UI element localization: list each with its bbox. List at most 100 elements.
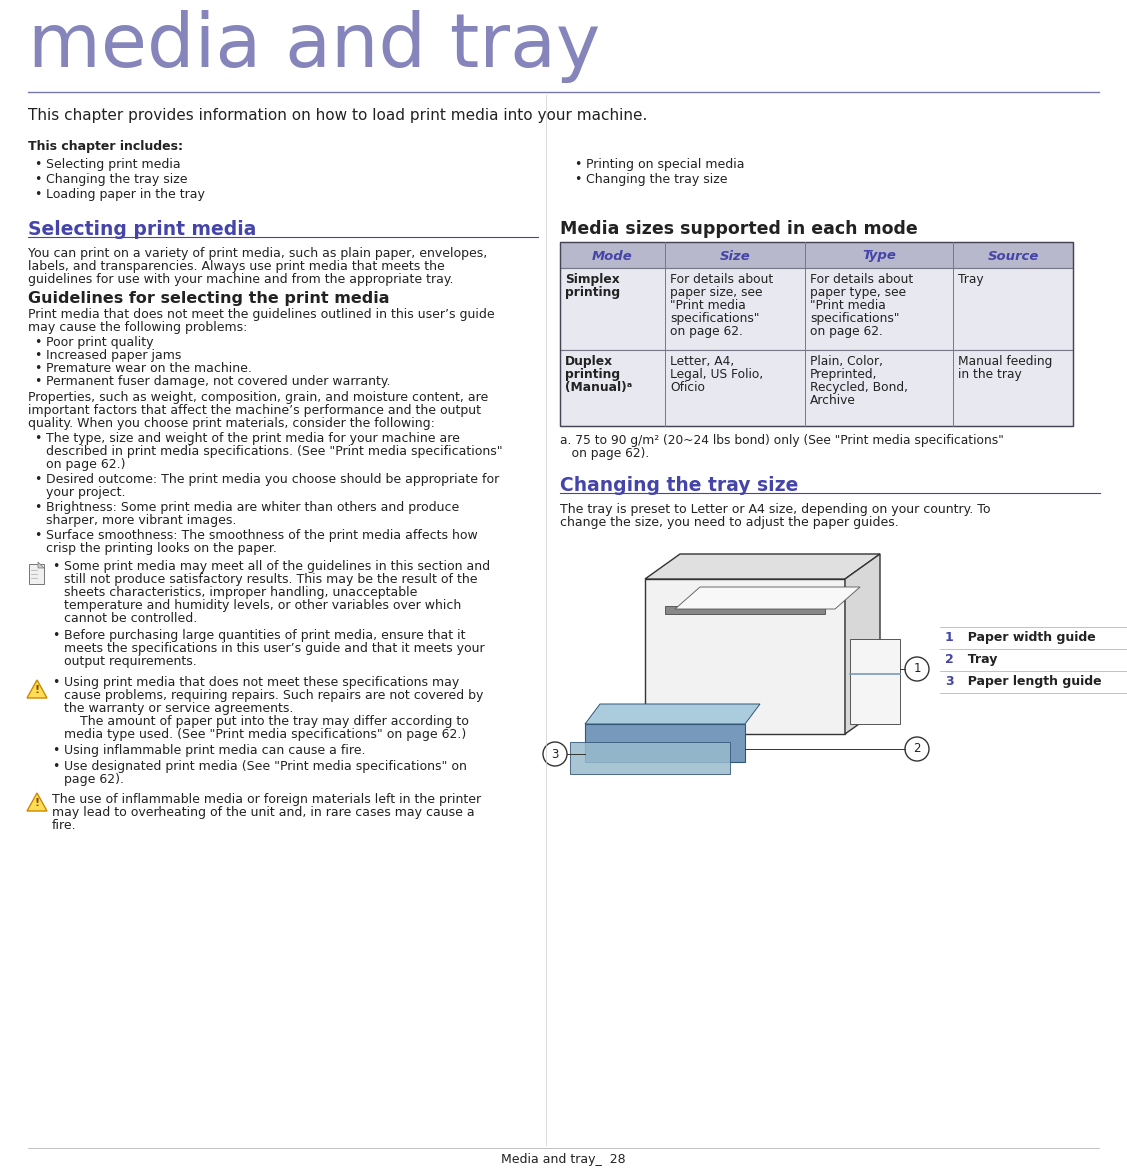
Text: (Manual)ᵃ: (Manual)ᵃ — [565, 381, 632, 394]
Text: •: • — [34, 349, 42, 362]
Text: •: • — [34, 501, 42, 514]
Text: This chapter provides information on how to load print media into your machine.: This chapter provides information on how… — [28, 107, 647, 123]
Polygon shape — [850, 639, 900, 724]
Text: Plain, Color,: Plain, Color, — [810, 355, 882, 368]
Text: Permanent fuser damage, not covered under warranty.: Permanent fuser damage, not covered unde… — [46, 375, 390, 388]
Circle shape — [543, 742, 567, 766]
Text: on page 62.: on page 62. — [810, 325, 882, 338]
Text: media type used. (See "Print media specifications" on page 62.): media type used. (See "Print media speci… — [64, 728, 467, 741]
Bar — [560, 242, 1073, 267]
Text: page 62).: page 62). — [64, 773, 124, 786]
Text: quality. When you choose print materials, consider the following:: quality. When you choose print materials… — [28, 417, 435, 430]
Text: fire.: fire. — [52, 819, 77, 832]
Text: in the tray: in the tray — [958, 368, 1022, 381]
Text: Selecting print media: Selecting print media — [28, 220, 256, 239]
Text: still not produce satisfactory results. This may be the result of the: still not produce satisfactory results. … — [64, 573, 478, 586]
Polygon shape — [645, 554, 880, 579]
Text: "Print media: "Print media — [669, 299, 746, 312]
Text: 3: 3 — [551, 748, 559, 760]
Text: 1: 1 — [946, 631, 953, 644]
Text: output requirements.: output requirements. — [64, 655, 197, 668]
Polygon shape — [585, 704, 760, 724]
Text: •: • — [52, 744, 60, 757]
Text: •: • — [34, 173, 42, 186]
Text: Loading paper in the tray: Loading paper in the tray — [46, 188, 205, 201]
Text: described in print media specifications. (See "Print media specifications": described in print media specifications.… — [46, 445, 503, 458]
Text: •: • — [52, 559, 60, 573]
Text: You can print on a variety of print media, such as plain paper, envelopes,: You can print on a variety of print medi… — [28, 246, 487, 260]
Text: on page 62).: on page 62). — [560, 447, 649, 460]
Text: •: • — [52, 676, 60, 689]
Text: Desired outcome: The print media you choose should be appropriate for: Desired outcome: The print media you cho… — [46, 473, 499, 486]
Bar — [560, 267, 1073, 350]
Text: sheets characteristics, improper handling, unacceptable: sheets characteristics, improper handlin… — [64, 586, 417, 599]
Text: Size: Size — [720, 250, 751, 263]
Text: crisp the printing looks on the paper.: crisp the printing looks on the paper. — [46, 542, 277, 555]
Bar — [560, 350, 1073, 426]
Text: on page 62.: on page 62. — [669, 325, 743, 338]
Text: Print media that does not meet the guidelines outlined in this user’s guide: Print media that does not meet the guide… — [28, 308, 495, 321]
Text: may cause the following problems:: may cause the following problems: — [28, 321, 247, 334]
Text: •: • — [34, 473, 42, 486]
Bar — [560, 242, 1073, 426]
Text: change the size, you need to adjust the paper guides.: change the size, you need to adjust the … — [560, 516, 898, 529]
Bar — [665, 606, 825, 614]
Text: the warranty or service agreements.: the warranty or service agreements. — [64, 702, 293, 715]
Polygon shape — [845, 554, 880, 734]
Text: Poor print quality: Poor print quality — [46, 336, 153, 349]
Text: Changing the tray size: Changing the tray size — [46, 173, 187, 186]
Text: Printing on special media: Printing on special media — [586, 158, 745, 171]
Text: Media and tray_  28: Media and tray_ 28 — [500, 1153, 625, 1166]
Text: •: • — [34, 158, 42, 171]
Text: Changing the tray size: Changing the tray size — [586, 173, 728, 186]
Text: Using print media that does not meet these specifications may: Using print media that does not meet the… — [64, 676, 459, 689]
Polygon shape — [570, 742, 730, 774]
Text: Simplex: Simplex — [565, 273, 620, 286]
Text: Guidelines for selecting the print media: Guidelines for selecting the print media — [28, 291, 390, 306]
Text: •: • — [34, 375, 42, 388]
Text: Changing the tray size: Changing the tray size — [560, 477, 798, 495]
Text: Paper width guide: Paper width guide — [959, 631, 1095, 644]
Text: guidelines for use with your machine and from the appropriate tray.: guidelines for use with your machine and… — [28, 273, 453, 286]
Text: media and tray: media and tray — [28, 11, 601, 83]
Text: Media sizes supported in each mode: Media sizes supported in each mode — [560, 220, 917, 238]
Text: •: • — [34, 188, 42, 201]
Text: Tray: Tray — [958, 273, 984, 286]
Text: 1: 1 — [913, 662, 921, 675]
Text: •: • — [34, 432, 42, 445]
Text: Manual feeding: Manual feeding — [958, 355, 1053, 368]
Text: specifications": specifications" — [669, 312, 760, 325]
Text: Tray: Tray — [959, 653, 997, 666]
Text: temperature and humidity levels, or other variables over which: temperature and humidity levels, or othe… — [64, 599, 461, 612]
Text: !: ! — [35, 798, 39, 808]
Text: Paper length guide: Paper length guide — [959, 675, 1101, 688]
Text: cannot be controlled.: cannot be controlled. — [64, 612, 197, 625]
Text: !: ! — [35, 684, 39, 695]
Text: Archive: Archive — [810, 394, 855, 406]
Circle shape — [905, 656, 929, 681]
Text: Increased paper jams: Increased paper jams — [46, 349, 181, 362]
Text: Legal, US Folio,: Legal, US Folio, — [669, 368, 763, 381]
Text: Oficio: Oficio — [669, 381, 706, 394]
Text: sharper, more vibrant images.: sharper, more vibrant images. — [46, 514, 237, 527]
Text: paper size, see: paper size, see — [669, 286, 763, 299]
Bar — [29, 564, 44, 584]
Text: paper type, see: paper type, see — [810, 286, 906, 299]
Text: Use designated print media (See "Print media specifications" on: Use designated print media (See "Print m… — [64, 760, 467, 773]
Text: The type, size and weight of the print media for your machine are: The type, size and weight of the print m… — [46, 432, 460, 445]
Text: 2: 2 — [913, 743, 921, 756]
Text: For details about: For details about — [669, 273, 773, 286]
Text: Duplex: Duplex — [565, 355, 613, 368]
Text: •: • — [52, 760, 60, 773]
Polygon shape — [27, 680, 47, 698]
Text: Before purchasing large quantities of print media, ensure that it: Before purchasing large quantities of pr… — [64, 630, 465, 642]
Text: Surface smoothness: The smoothness of the print media affects how: Surface smoothness: The smoothness of th… — [46, 529, 478, 542]
Text: 2: 2 — [946, 653, 953, 666]
Text: Mode: Mode — [592, 250, 633, 263]
Text: •: • — [34, 336, 42, 349]
Text: printing: printing — [565, 286, 620, 299]
Text: cause problems, requiring repairs. Such repairs are not covered by: cause problems, requiring repairs. Such … — [64, 689, 483, 702]
Text: •: • — [574, 173, 582, 186]
Text: may lead to overheating of the unit and, in rare cases may cause a: may lead to overheating of the unit and,… — [52, 806, 474, 819]
Text: The amount of paper put into the tray may differ according to: The amount of paper put into the tray ma… — [64, 715, 469, 728]
